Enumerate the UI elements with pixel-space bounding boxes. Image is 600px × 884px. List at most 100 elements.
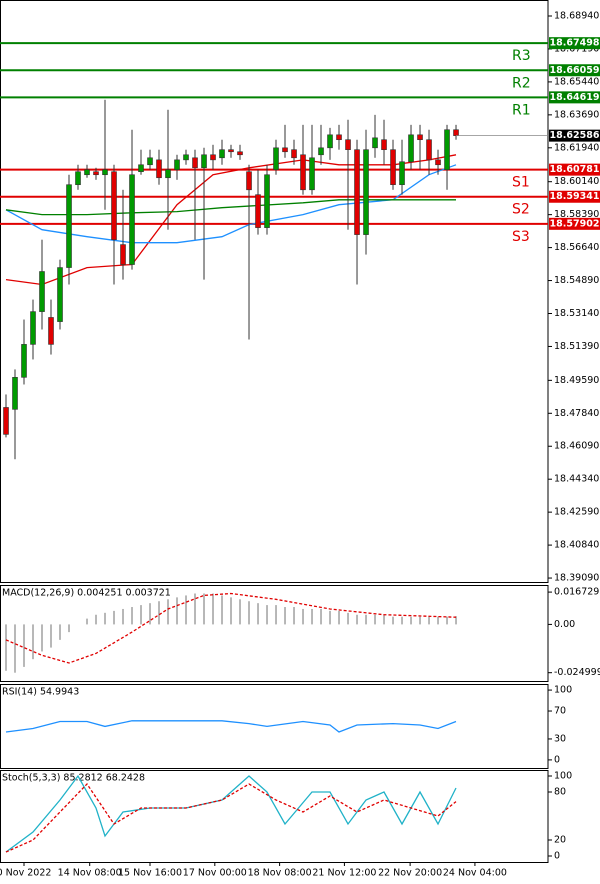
x-tick-label: 22 Nov 20:00 [378, 868, 442, 879]
candle-body [264, 174, 270, 228]
level-label: 18.59341 [550, 191, 600, 202]
candle-body [66, 184, 72, 268]
panel-title: Stoch(5,3,3) 85.2812 68.2428 [2, 773, 145, 784]
level-label-box [549, 37, 600, 50]
candle-body [381, 139, 387, 150]
y-tick-label: 100 [554, 771, 572, 782]
level-label: 18.64619 [550, 92, 600, 103]
y-tick-label: 30 [554, 733, 566, 744]
candle-body [192, 157, 198, 169]
candle-body [111, 171, 117, 240]
y-tick-label: 18.44340 [554, 474, 599, 485]
panel-frame [0, 684, 549, 769]
level-label-box [549, 217, 600, 230]
candle-body [3, 407, 9, 435]
indicator-line [5, 592, 457, 664]
candle-body [30, 311, 36, 345]
candle-body [102, 169, 108, 176]
indicator-line [5, 720, 457, 733]
candle-body [309, 157, 315, 191]
y-tick-label: 0 [554, 754, 560, 765]
indicator-line [5, 782, 457, 853]
candle-body [444, 129, 450, 170]
level-name: S3 [512, 229, 530, 245]
candle-body [255, 194, 261, 228]
y-tick-label: 18.53140 [554, 308, 599, 319]
candle-body [345, 139, 351, 150]
candle-body [237, 151, 243, 156]
panel-frame [0, 770, 549, 863]
candle-body [246, 171, 252, 191]
candle-body [390, 149, 396, 186]
level-name: R2 [512, 75, 531, 91]
candle-body [228, 149, 234, 153]
candle-body [327, 134, 333, 149]
candle-body [318, 147, 324, 156]
candle-body [129, 174, 135, 265]
y-tick-label: 0.016729 [554, 587, 599, 598]
y-tick-label: 0.00 [554, 619, 575, 630]
candle-body [12, 377, 18, 410]
candle-body [282, 147, 288, 153]
candle-body [75, 171, 81, 186]
y-tick-label: 18.54890 [554, 275, 599, 286]
level-name: S2 [512, 202, 530, 218]
y-tick-label: 18.42590 [554, 507, 599, 518]
indicator-line [5, 154, 457, 286]
y-tick-label: 18.60140 [554, 176, 599, 187]
candle-body [210, 154, 216, 161]
candle-body [138, 164, 144, 173]
candle-body [354, 149, 360, 235]
level-label: 18.66059 [550, 65, 600, 76]
candle-body [291, 149, 297, 159]
panel-title: MACD(12,26,9) 0.004251 0.003721 [2, 588, 171, 599]
panel-frame [0, 0, 549, 583]
level-label: 18.67498 [550, 38, 600, 49]
candle-body [48, 317, 54, 345]
y-tick-label: 20 [554, 835, 566, 846]
level-name: R3 [512, 48, 531, 64]
panel-title: RSI(14) 54.9943 [2, 687, 79, 698]
y-tick-label: 80 [554, 787, 566, 798]
level-label-box [549, 91, 600, 104]
last-price-box [549, 129, 600, 142]
candle-body [363, 149, 369, 235]
y-tick-label: 18.58390 [554, 209, 599, 220]
candle-body [336, 134, 342, 141]
y-tick-label: 18.56640 [554, 242, 599, 253]
y-tick-label: 18.63690 [554, 109, 599, 120]
candle-body [84, 169, 90, 176]
last-price-label: 18.62586 [550, 130, 600, 141]
candle-body [417, 134, 423, 141]
indicator-line [5, 164, 457, 244]
level-label: 18.57902 [550, 218, 600, 229]
y-tick-label: 18.51390 [554, 341, 599, 352]
y-tick-label: 18.40840 [554, 540, 599, 551]
level-label-box [549, 163, 600, 176]
x-tick-label: 24 Nov 04:00 [443, 868, 507, 879]
candle-body [300, 154, 306, 191]
y-tick-label: 18.68940 [554, 11, 599, 22]
candle-body [453, 129, 459, 136]
candle-body [165, 169, 171, 179]
candle-body [273, 147, 279, 170]
x-tick-label: 21 Nov 12:00 [312, 868, 376, 879]
x-tick-label: 15 Nov 16:00 [118, 868, 182, 879]
y-tick-label: 18.39090 [554, 573, 599, 584]
candle-body [399, 161, 405, 186]
level-label: 18.60781 [550, 164, 600, 175]
level-name: R1 [512, 102, 531, 118]
y-tick-label: 18.65440 [554, 76, 599, 87]
candle-body [57, 267, 63, 322]
candle-body [39, 271, 45, 312]
candle-body [93, 171, 99, 176]
candle-body [219, 149, 225, 159]
level-label-box [549, 190, 600, 203]
indicator-line [5, 774, 457, 853]
x-tick-label: 0 Nov 2022 [0, 868, 51, 879]
level-name: S1 [512, 175, 530, 191]
candle-body [156, 159, 162, 179]
candle-body [201, 154, 207, 169]
